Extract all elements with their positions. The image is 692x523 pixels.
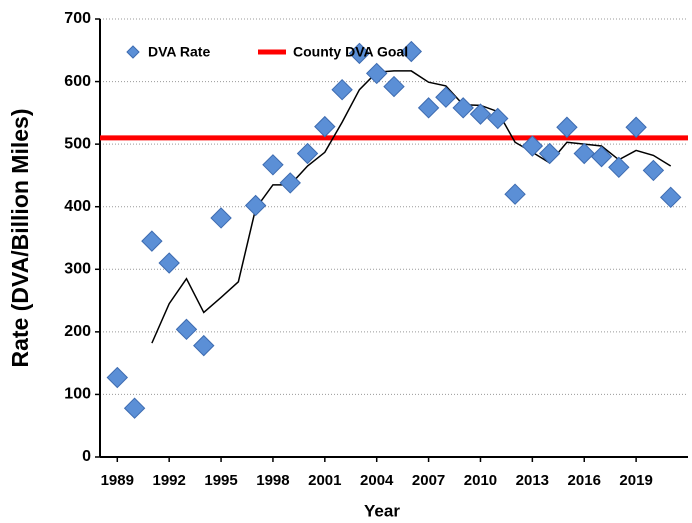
x-tick-label: 2010: [464, 472, 497, 489]
data-point: [365, 62, 388, 85]
data-point: [521, 135, 544, 157]
data-point: [175, 318, 198, 341]
data-point: [296, 142, 319, 165]
x-axis-label: Year: [364, 501, 400, 520]
data-point: [417, 97, 440, 119]
x-tick-label: 2016: [568, 472, 601, 489]
data-point: [314, 115, 336, 138]
y-tick-label: 400: [64, 198, 91, 215]
y-tick-label: 700: [64, 10, 91, 27]
data-point: [279, 172, 301, 194]
y-tick-label: 500: [64, 135, 91, 152]
data-point: [538, 142, 561, 165]
legend-marker: [126, 45, 140, 59]
data-point: [435, 86, 457, 108]
y-axis-label: Rate (DVA/Billion Miles): [7, 109, 33, 368]
legend-label: DVA Rate: [148, 44, 210, 60]
y-tick-label: 0: [82, 448, 91, 465]
y-tick-label: 200: [64, 323, 91, 340]
data-point: [625, 116, 647, 138]
data-point: [659, 186, 682, 209]
x-tick-label: 2004: [360, 472, 394, 489]
x-tick-label: 2001: [308, 472, 341, 489]
y-tick-label: 300: [64, 261, 91, 278]
data-point: [158, 252, 180, 274]
x-tick-label: 1989: [101, 472, 134, 489]
x-tick-label: 2013: [516, 472, 549, 489]
data-point: [452, 97, 474, 119]
x-tick-label: 1998: [256, 472, 289, 489]
data-point: [642, 159, 665, 182]
legend-label: County DVA Goal: [293, 44, 408, 60]
data-point: [383, 75, 405, 98]
x-tick-label: 1992: [152, 472, 185, 489]
data-point: [573, 142, 595, 165]
data-point: [123, 397, 146, 419]
data-point: [141, 230, 163, 252]
data-point: [469, 103, 492, 125]
data-point: [400, 40, 423, 63]
data-point: [556, 116, 578, 138]
data-point: [244, 194, 267, 217]
data-point: [331, 78, 353, 101]
data-point: [348, 42, 371, 65]
y-tick-label: 100: [64, 386, 91, 403]
data-point: [487, 107, 509, 130]
data-point: [504, 183, 526, 205]
data-point: [262, 154, 284, 176]
data-point: [193, 334, 215, 357]
x-tick-label: 2007: [412, 472, 445, 489]
data-point: [608, 156, 630, 179]
data-point: [210, 207, 232, 229]
y-tick-label: 600: [64, 73, 91, 90]
data-point: [106, 366, 129, 389]
x-tick-label: 2019: [619, 472, 652, 489]
data-point: [590, 145, 613, 168]
x-tick-label: 1995: [204, 472, 237, 489]
